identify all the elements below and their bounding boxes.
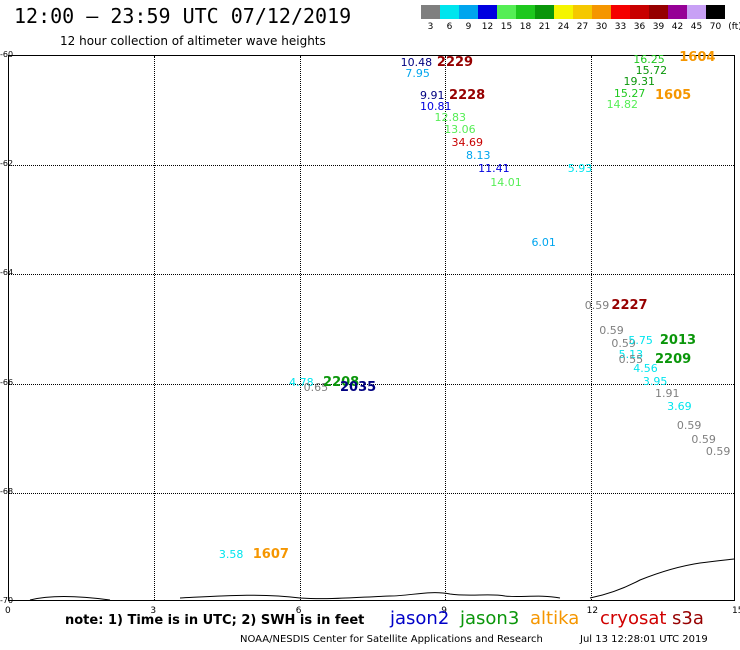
scale-label: 27 [576, 22, 589, 32]
wave-height-label: 3.69 [667, 400, 692, 414]
wave-height-label: 0.59 [691, 432, 716, 446]
wave-height-label: 15.72 [635, 64, 668, 78]
wave-height-label: 0.55 [618, 352, 644, 366]
wave-height-label: 6.01 [531, 236, 556, 250]
credit-text: NOAA/NESDIS Center for Satellite Applica… [240, 634, 543, 645]
grid-line-vertical [445, 56, 447, 600]
wave-height-label: 13.06 [444, 123, 476, 137]
x-tick-label: 0 [5, 606, 11, 616]
wave-height-label: 16.25 [633, 53, 665, 67]
wave-height-label: 10.81 [419, 99, 452, 113]
wave-height-label: 14.01 [490, 176, 522, 190]
wave-height-label: 5.13 [618, 348, 644, 362]
footer-note: note: 1) Time is in UTC; 2) SWH is in fe… [65, 613, 365, 628]
wave-height-label: 5.93 [567, 161, 593, 175]
grid-line-vertical [154, 56, 156, 600]
grid-line-horizontal [9, 383, 734, 385]
scale-swatch [706, 5, 726, 19]
pass-id-label: 2035 [339, 380, 377, 396]
wave-height-label: 7.95 [405, 67, 430, 81]
scale-label: 21 [538, 22, 551, 32]
wave-height-label: 19.31 [623, 75, 656, 89]
y-tick-label: -68 [0, 486, 14, 496]
wave-height-label: 4.78 [289, 375, 314, 389]
satellite-legend-cryosat: cryosat [600, 608, 667, 629]
pass-id-label: 2227 [611, 298, 648, 314]
satellite-legend-jason2: jason2 [390, 608, 450, 629]
scale-unit: (ft) [728, 22, 740, 32]
pass-id-label: 2013 [659, 332, 697, 348]
x-tick-label: 15 [732, 606, 740, 616]
scale-label: 45 [690, 22, 703, 32]
grid-line-horizontal [9, 274, 734, 276]
satellite-legend-jason3: jason3 [460, 608, 520, 629]
scale-label: 24 [557, 22, 570, 32]
wave-height-label: 11.41 [478, 161, 510, 175]
pass-id-label: 2209 [655, 351, 692, 367]
wave-height-label: 14.82 [606, 98, 639, 112]
scale-label: 30 [595, 22, 608, 32]
wave-height-label: 8.13 [466, 149, 491, 162]
wave-height-label: 1.91 [655, 386, 680, 400]
x-tick-label: 12 [586, 606, 599, 616]
wave-height-label: 9.91 [419, 88, 445, 102]
map-subtitle: 12 hour collection of altimeter wave hei… [60, 34, 326, 48]
scale-label: 6 [446, 22, 453, 32]
x-tick-label: 3 [150, 606, 157, 616]
scale-label: 15 [500, 22, 513, 32]
y-tick-label: -60 [0, 50, 14, 59]
wave-height-label: 3.95 [642, 374, 668, 388]
grid-line-vertical [590, 56, 592, 600]
wave-height-label: 12.83 [434, 110, 467, 124]
pass-id-label: 2228 [449, 87, 486, 103]
scale-label: 42 [671, 22, 684, 32]
coastline-path [29, 558, 735, 601]
y-tick-label: -64 [0, 268, 14, 278]
wave-height-label: 0.65 [303, 381, 329, 395]
generated-timestamp: Jul 13 12:28:01 UTC 2019 [580, 634, 708, 645]
wave-height-label: 0.59 [705, 445, 731, 459]
y-tick-label: -66 [0, 377, 14, 387]
scale-label: 9 [465, 22, 472, 32]
wave-height-label: 0.59 [611, 337, 636, 351]
wave-height-label: 5.75 [628, 333, 653, 347]
grid-line-vertical [299, 56, 301, 600]
grid-line-horizontal [9, 165, 734, 167]
wave-height-label: 3.58 [218, 547, 244, 561]
scale-label: 70 [709, 22, 722, 32]
pass-id-label: 1607 [252, 546, 289, 562]
wave-height-label: 10.48 [400, 56, 433, 70]
wave-height-label: 0.59 [676, 419, 702, 433]
map-title: 12:00 — 23:59 UTC 07/12/2019 [14, 4, 352, 28]
wave-height-label: 34.69 [451, 136, 483, 150]
satellite-legend-altika: altika [530, 608, 580, 629]
satellite-legend-s3a: s3a [672, 608, 704, 629]
wave-height-label: 4.56 [633, 361, 658, 375]
plot-area [8, 55, 735, 601]
scale-label: 33 [614, 22, 627, 32]
x-tick-label: 9 [441, 606, 447, 616]
pass-id-label: 2208 [323, 374, 360, 390]
pass-id-label: 1605 [655, 87, 692, 103]
scale-label: 39 [652, 22, 665, 32]
pass-id-label: 2229 [436, 55, 474, 71]
pass-id-label: 1604 [679, 49, 716, 65]
grid-line-horizontal [9, 492, 734, 494]
scale-label: 12 [481, 22, 494, 32]
y-tick-label: -70 [0, 596, 14, 605]
scale-label: 36 [633, 22, 646, 32]
wave-height-label: 0.59 [584, 299, 610, 313]
scale-label: 18 [519, 22, 532, 32]
y-tick-label: -62 [0, 159, 14, 169]
wave-height-label: 15.27 [613, 87, 646, 101]
x-tick-label: 6 [295, 606, 302, 616]
wave-height-label: 0.59 [599, 323, 624, 337]
scale-label: 3 [427, 22, 434, 32]
